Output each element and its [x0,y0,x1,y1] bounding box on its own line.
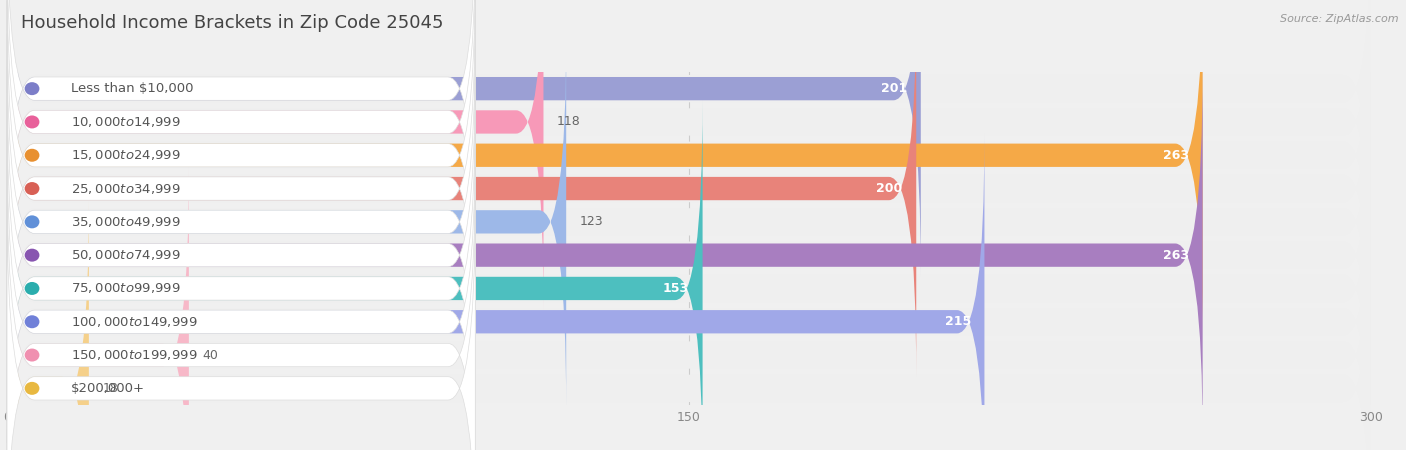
FancyBboxPatch shape [7,0,475,377]
FancyBboxPatch shape [7,169,1371,450]
FancyBboxPatch shape [7,102,1371,450]
Ellipse shape [25,216,39,228]
FancyBboxPatch shape [7,202,1371,450]
Text: $100,000 to $149,999: $100,000 to $149,999 [70,315,197,329]
Ellipse shape [25,315,39,328]
Text: $25,000 to $34,999: $25,000 to $34,999 [70,181,180,196]
FancyBboxPatch shape [7,0,544,310]
Text: $50,000 to $74,999: $50,000 to $74,999 [70,248,180,262]
FancyBboxPatch shape [7,2,1371,375]
FancyBboxPatch shape [7,67,1202,443]
FancyBboxPatch shape [7,0,475,277]
Text: 263: 263 [1163,149,1189,162]
Text: 215: 215 [945,315,970,328]
FancyBboxPatch shape [7,0,1371,308]
FancyBboxPatch shape [7,135,1371,450]
Text: 18: 18 [103,382,118,395]
FancyBboxPatch shape [7,67,475,443]
FancyBboxPatch shape [7,100,475,450]
Text: Less than $10,000: Less than $10,000 [70,82,193,95]
FancyBboxPatch shape [7,200,89,450]
FancyBboxPatch shape [7,134,475,450]
Ellipse shape [25,249,39,261]
FancyBboxPatch shape [7,0,475,310]
FancyBboxPatch shape [7,34,475,410]
Text: $35,000 to $49,999: $35,000 to $49,999 [70,215,180,229]
FancyBboxPatch shape [7,0,1371,342]
Ellipse shape [25,382,39,395]
FancyBboxPatch shape [7,0,1202,343]
FancyBboxPatch shape [7,0,917,377]
Text: $75,000 to $99,999: $75,000 to $99,999 [70,281,180,296]
Text: 153: 153 [662,282,689,295]
Text: 118: 118 [557,116,581,128]
Text: $15,000 to $24,999: $15,000 to $24,999 [70,148,180,162]
Ellipse shape [25,149,39,162]
FancyBboxPatch shape [7,34,567,410]
Text: 263: 263 [1163,249,1189,261]
FancyBboxPatch shape [7,0,921,277]
FancyBboxPatch shape [7,134,984,450]
FancyBboxPatch shape [7,200,475,450]
FancyBboxPatch shape [7,0,475,343]
FancyBboxPatch shape [7,100,703,450]
FancyBboxPatch shape [7,167,475,450]
Text: 200: 200 [876,182,903,195]
Ellipse shape [25,116,39,128]
Text: $150,000 to $199,999: $150,000 to $199,999 [70,348,197,362]
Ellipse shape [25,349,39,361]
Ellipse shape [25,182,39,195]
Text: 123: 123 [579,216,603,228]
Text: $200,000+: $200,000+ [70,382,145,395]
FancyBboxPatch shape [7,36,1371,408]
FancyBboxPatch shape [7,69,1371,441]
FancyBboxPatch shape [7,167,188,450]
Text: $10,000 to $14,999: $10,000 to $14,999 [70,115,180,129]
Text: Household Income Brackets in Zip Code 25045: Household Income Brackets in Zip Code 25… [21,14,443,32]
Ellipse shape [25,282,39,295]
Text: 40: 40 [202,349,218,361]
Text: 201: 201 [882,82,907,95]
Ellipse shape [25,82,39,95]
Text: Source: ZipAtlas.com: Source: ZipAtlas.com [1281,14,1399,23]
FancyBboxPatch shape [7,0,1371,275]
